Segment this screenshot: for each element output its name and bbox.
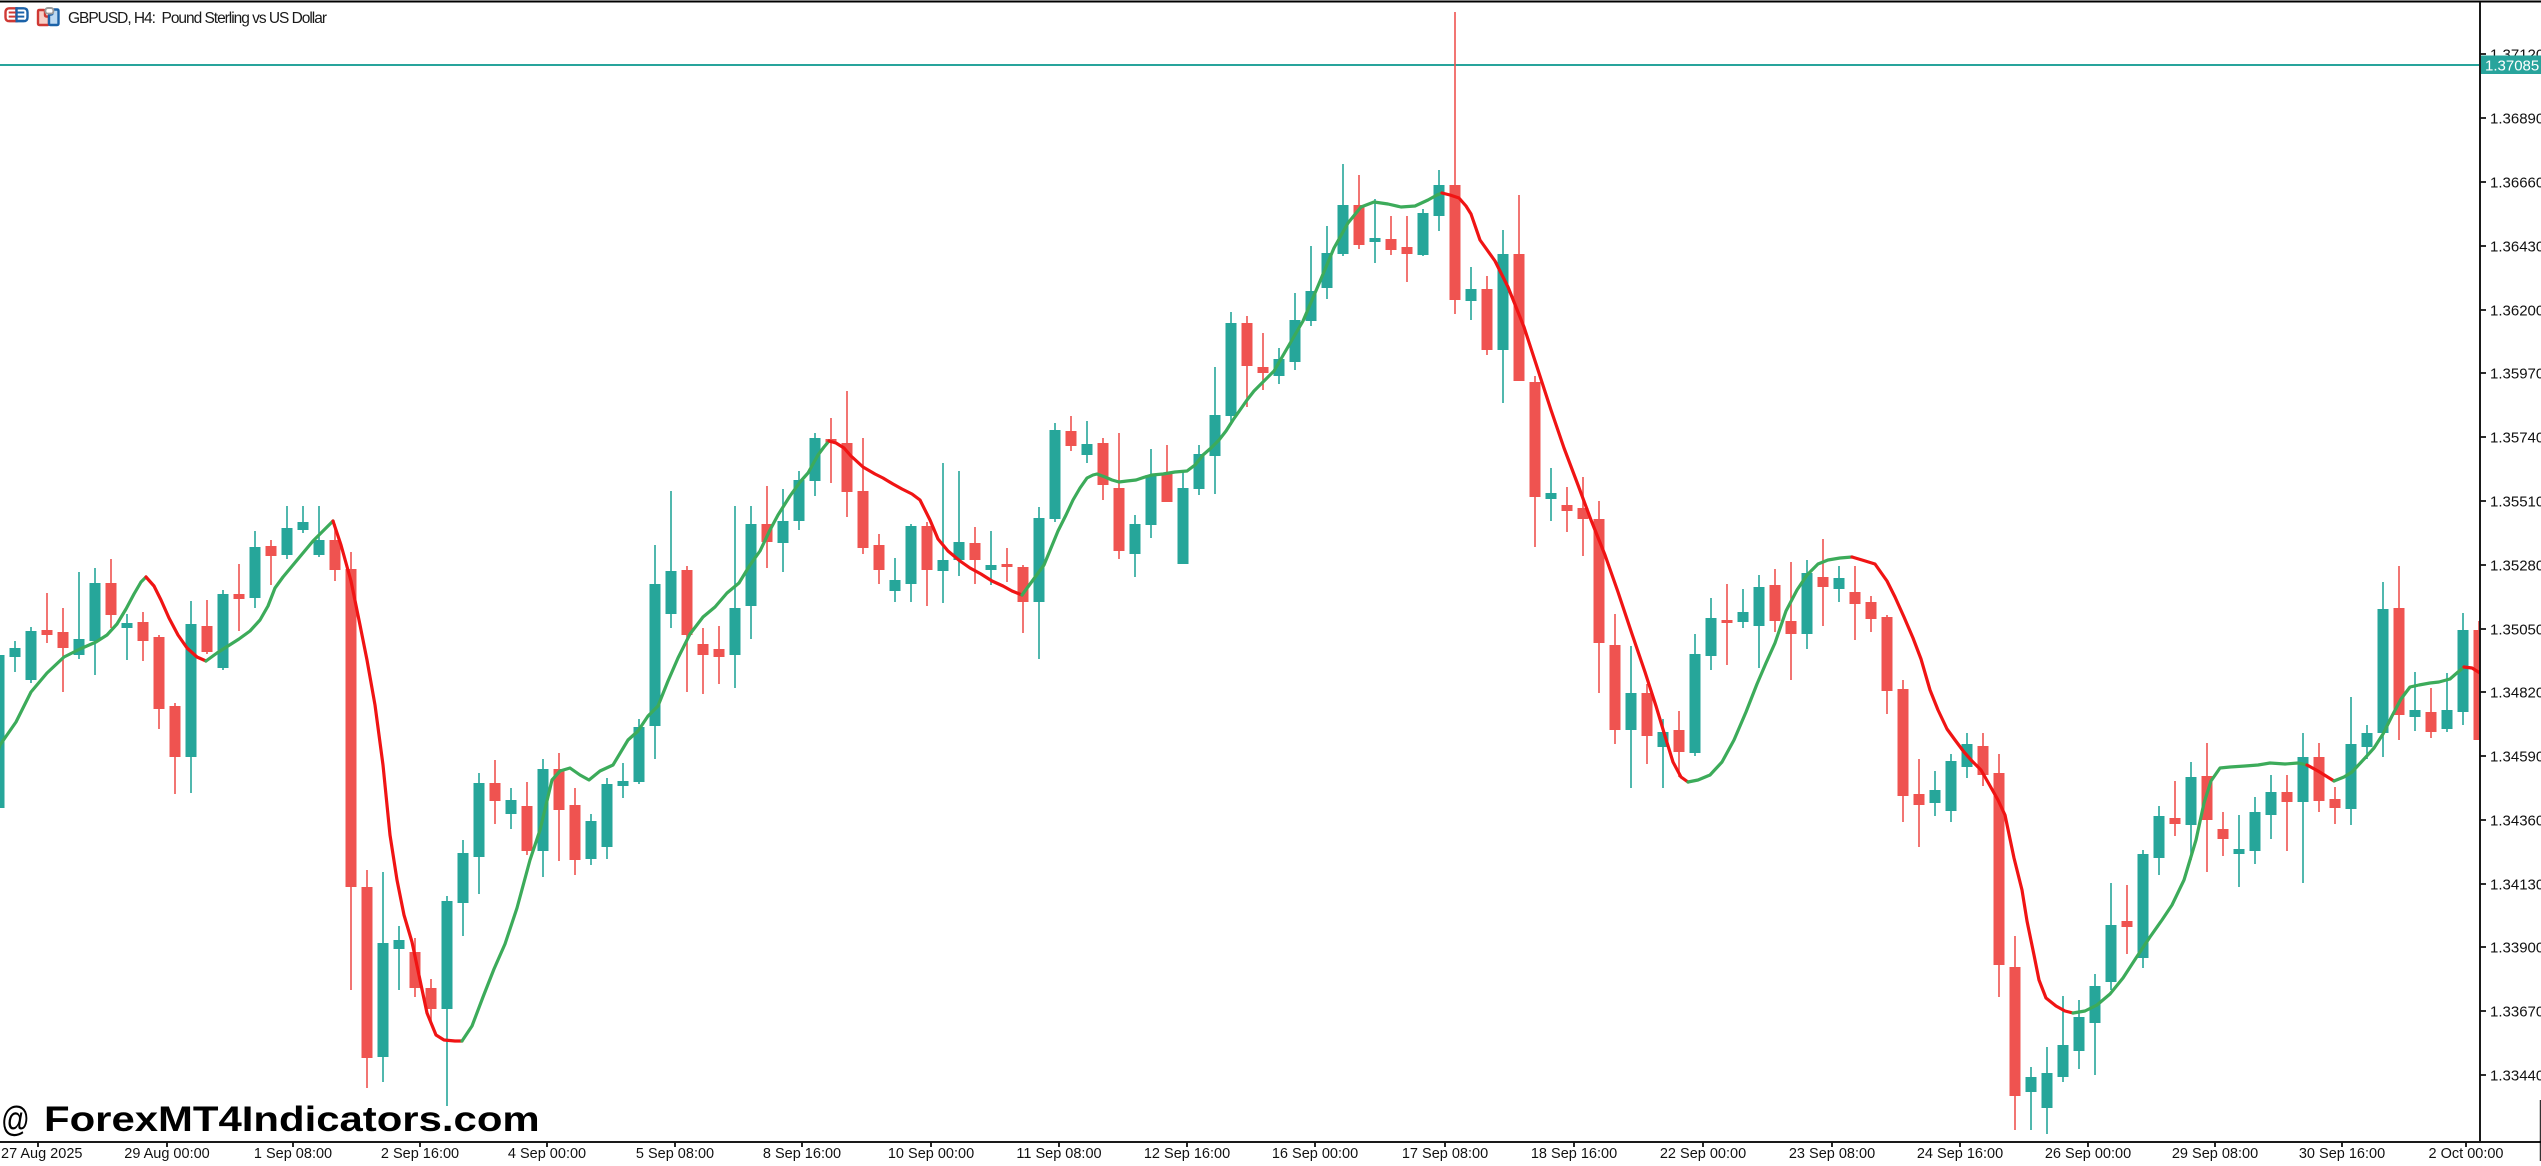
svg-text:1.36430: 1.36430 — [2490, 238, 2541, 255]
svg-text:2 Sep 16:00: 2 Sep 16:00 — [381, 1146, 459, 1161]
svg-text:1.36200: 1.36200 — [2490, 302, 2541, 319]
svg-text:27 Aug 2025: 27 Aug 2025 — [1, 1146, 82, 1161]
svg-text:1.35510: 1.35510 — [2490, 493, 2541, 510]
svg-text:24 Sep 16:00: 24 Sep 16:00 — [1917, 1146, 2003, 1161]
svg-text:ForexMT4Indicators.com: ForexMT4Indicators.com — [44, 1100, 540, 1139]
svg-text:1 Sep 08:00: 1 Sep 08:00 — [254, 1146, 332, 1161]
svg-text:1.33900: 1.33900 — [2490, 939, 2541, 956]
svg-text:1.33670: 1.33670 — [2490, 1003, 2541, 1020]
svg-text:29 Aug 00:00: 29 Aug 00:00 — [124, 1146, 209, 1161]
svg-text:16 Sep 00:00: 16 Sep 00:00 — [1272, 1146, 1358, 1161]
svg-text:1.35280: 1.35280 — [2490, 557, 2541, 574]
svg-text:1.36890: 1.36890 — [2490, 110, 2541, 127]
svg-text:5 Sep 08:00: 5 Sep 08:00 — [636, 1146, 714, 1161]
svg-text:18 Sep 16:00: 18 Sep 16:00 — [1531, 1146, 1617, 1161]
svg-text:1.34360: 1.34360 — [2490, 812, 2541, 829]
svg-text:1.33440: 1.33440 — [2490, 1067, 2541, 1084]
svg-text:17 Sep 08:00: 17 Sep 08:00 — [1402, 1146, 1488, 1161]
svg-text:1.34590: 1.34590 — [2490, 748, 2541, 765]
svg-text:@: @ — [1, 1099, 30, 1139]
svg-text:8 Sep 16:00: 8 Sep 16:00 — [763, 1146, 841, 1161]
svg-text:26 Sep 00:00: 26 Sep 00:00 — [2045, 1146, 2131, 1161]
svg-text:12 Sep 16:00: 12 Sep 16:00 — [1144, 1146, 1230, 1161]
svg-text:4 Sep 00:00: 4 Sep 00:00 — [508, 1146, 586, 1161]
svg-text:29 Sep 08:00: 29 Sep 08:00 — [2172, 1146, 2258, 1161]
svg-text:1.35050: 1.35050 — [2490, 621, 2541, 638]
svg-text:1.35740: 1.35740 — [2490, 429, 2541, 446]
svg-text:11 Sep 08:00: 11 Sep 08:00 — [1016, 1146, 1101, 1161]
svg-text:1.36660: 1.36660 — [2490, 174, 2541, 191]
svg-text:22 Sep 00:00: 22 Sep 00:00 — [1660, 1146, 1746, 1161]
svg-text:2 Oct 00:00: 2 Oct 00:00 — [2429, 1146, 2504, 1161]
svg-text:1.35970: 1.35970 — [2490, 365, 2541, 382]
svg-text:1.34130: 1.34130 — [2490, 876, 2541, 893]
svg-text:1.37085: 1.37085 — [2485, 57, 2539, 74]
svg-text:GBPUSD, H4: Pound Sterling vs: GBPUSD, H4: Pound Sterling vs US Dollar — [68, 10, 327, 27]
svg-text:10 Sep 00:00: 10 Sep 00:00 — [888, 1146, 974, 1161]
svg-text:1.34820: 1.34820 — [2490, 684, 2541, 701]
svg-text:23 Sep 08:00: 23 Sep 08:00 — [1789, 1146, 1875, 1161]
svg-text:30 Sep 16:00: 30 Sep 16:00 — [2299, 1146, 2385, 1161]
